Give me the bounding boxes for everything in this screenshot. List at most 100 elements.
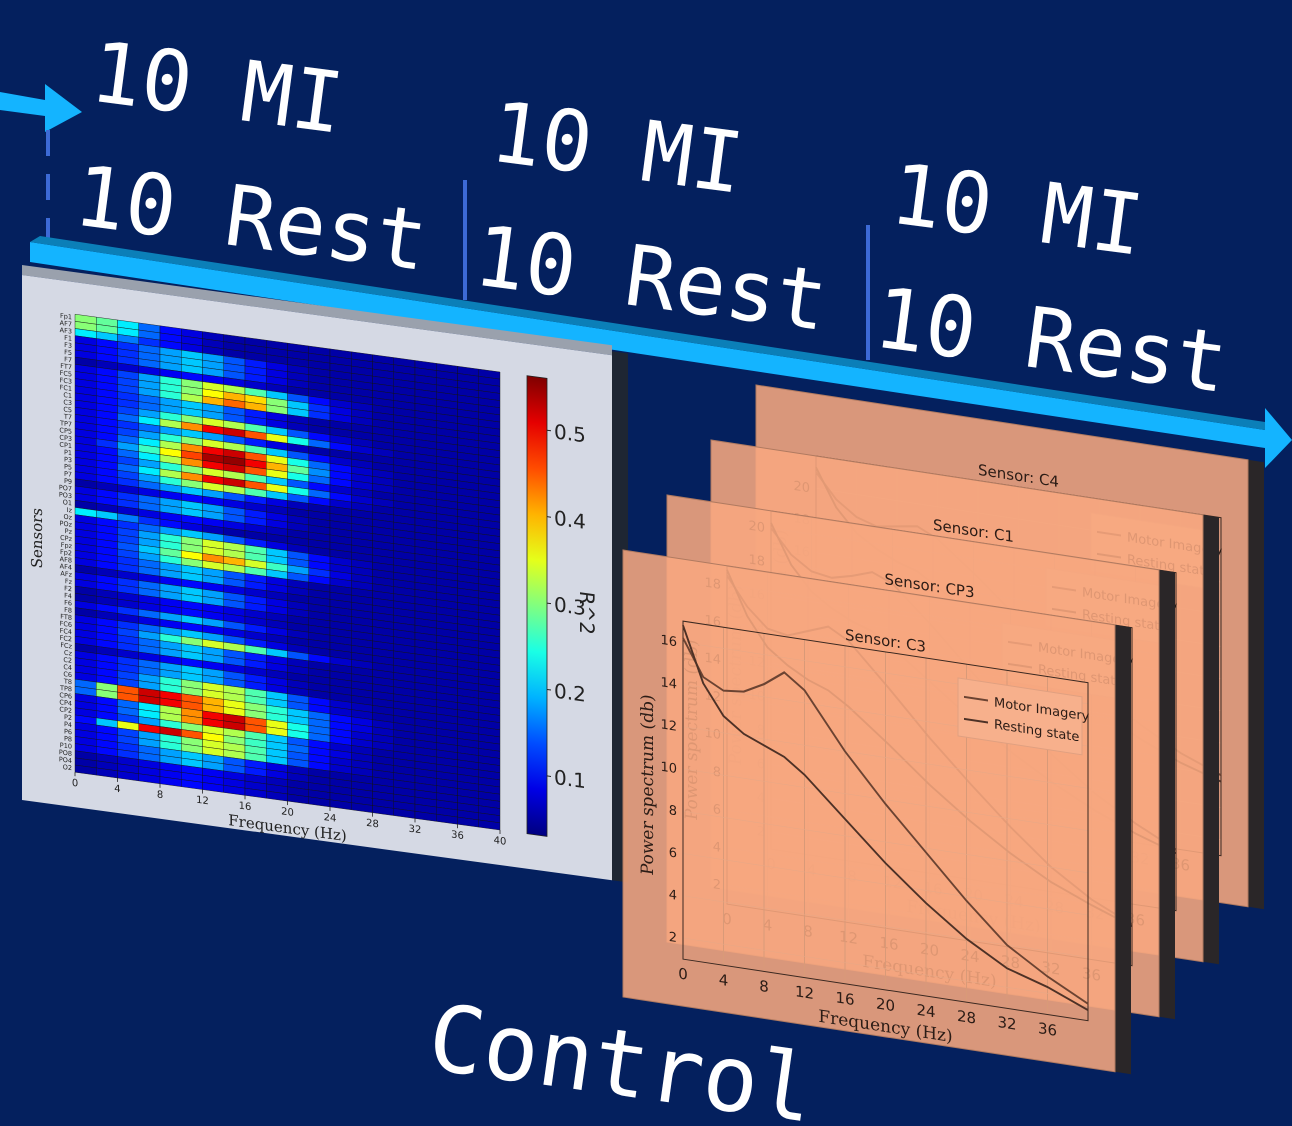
y-tick-label: P2 bbox=[64, 713, 72, 722]
y-tick-label: AFz bbox=[60, 569, 72, 579]
y-tick-label: CP3 bbox=[59, 433, 72, 443]
panel-side bbox=[1115, 624, 1131, 1075]
colorbar-label: R^2 bbox=[575, 590, 599, 637]
y-tick-label: FC5 bbox=[60, 369, 72, 379]
y-tick-label: O2 bbox=[63, 763, 72, 772]
colorbar-tick bbox=[547, 602, 551, 605]
y-tick-label: Cz bbox=[64, 649, 73, 658]
y-tick-label: AF3 bbox=[60, 326, 72, 336]
colorbar-tick-label: 0.3 bbox=[554, 592, 586, 620]
y-tick-label: PO4 bbox=[59, 755, 72, 765]
y-tick-label: 8 bbox=[669, 803, 677, 819]
y-tick-label: FCz bbox=[60, 641, 72, 651]
panels: Fp1AF7AF3F1F3F5F7FT7FC5FC3FC1C1C3C5T7TP7… bbox=[22, 265, 1264, 1075]
colorbar-tick bbox=[547, 775, 551, 777]
y-tick-label: P5 bbox=[64, 463, 72, 472]
legend-swatch bbox=[964, 717, 988, 724]
y-tick-label: FT8 bbox=[60, 612, 72, 622]
series-line bbox=[682, 637, 1089, 1005]
y-tick-label: O1 bbox=[63, 498, 72, 507]
y-tick-label: P9 bbox=[64, 477, 72, 486]
y-tick-label: AF4 bbox=[60, 562, 72, 572]
y-tick-label: P4 bbox=[64, 720, 72, 729]
y-tick-label: C5 bbox=[63, 405, 72, 414]
y-tick-label: 14 bbox=[660, 675, 677, 692]
y-tick-label: P7 bbox=[64, 470, 72, 479]
x-tick-label: 24 bbox=[916, 1001, 935, 1022]
y-tick-label: CP5 bbox=[59, 426, 72, 436]
x-tick-label: 20 bbox=[876, 995, 895, 1016]
colorbar-tick-label: 0.5 bbox=[554, 419, 586, 447]
y-tick-label: F5 bbox=[64, 348, 72, 357]
y-tick-label: Pz bbox=[65, 527, 73, 536]
y-tick-label: P10 bbox=[60, 741, 72, 751]
x-tick-label: 4 bbox=[114, 784, 120, 796]
y-tick-label: PO7 bbox=[59, 483, 72, 493]
heatmap-panel: Fp1AF7AF3F1F3F5F7FT7FC5FC3FC1C1C3C5T7TP7… bbox=[22, 265, 628, 883]
y-tick-label: T7 bbox=[63, 412, 72, 421]
y-tick-label: CP4 bbox=[59, 698, 72, 708]
y-tick-label: F6 bbox=[64, 599, 72, 608]
y-tick-label: F8 bbox=[64, 606, 72, 615]
y-tick-label: FC6 bbox=[60, 619, 72, 629]
panel-side bbox=[1159, 569, 1175, 1020]
y-tick-label: F2 bbox=[64, 584, 72, 593]
y-axis-label: Sensors bbox=[28, 507, 46, 570]
legend-box bbox=[957, 677, 1083, 756]
y-tick-label: C3 bbox=[63, 398, 72, 407]
x-tick-label: 20 bbox=[281, 806, 294, 819]
y-tick-label: P1 bbox=[64, 448, 72, 457]
legend-swatch bbox=[964, 695, 988, 702]
colorbar-tick bbox=[547, 688, 551, 691]
y-tick-label: P6 bbox=[64, 727, 72, 736]
y-tick-label: Fp1 bbox=[60, 312, 72, 322]
x-tick-label: 8 bbox=[157, 789, 163, 801]
x-tick-label: 24 bbox=[324, 812, 337, 825]
y-tick-label: FC3 bbox=[60, 376, 72, 386]
x-tick-label: 8 bbox=[759, 977, 769, 996]
x-tick-label: 28 bbox=[957, 1007, 976, 1028]
y-tick-label: 6 bbox=[669, 845, 677, 861]
y-tick-label: Iz bbox=[67, 506, 73, 515]
panel-side bbox=[1203, 514, 1219, 965]
y-tick-label: 4 bbox=[669, 888, 677, 904]
y-tick-label: 12 bbox=[660, 717, 677, 734]
x-tick-label: 32 bbox=[409, 824, 422, 837]
colorbar-tick-label: 0.4 bbox=[554, 506, 586, 534]
y-tick-label: T8 bbox=[63, 677, 72, 686]
y-tick-label: FC2 bbox=[60, 634, 72, 644]
y-tick-label: FC4 bbox=[60, 627, 72, 637]
grid-line bbox=[683, 895, 1088, 958]
y-tick-label: Oz bbox=[63, 513, 72, 522]
colorbar-tick-label: 0.2 bbox=[554, 679, 586, 707]
panel-top bbox=[22, 265, 612, 356]
x-tick-label: 40 bbox=[494, 835, 507, 848]
y-tick-label: C6 bbox=[63, 670, 72, 679]
y-tick-label: F4 bbox=[64, 591, 72, 600]
y-tick-label: P8 bbox=[64, 735, 72, 744]
y-tick-label: PO3 bbox=[59, 491, 72, 501]
x-tick-label: 0 bbox=[678, 964, 688, 983]
y-tick-label: F7 bbox=[64, 355, 72, 364]
y-tick-label: AF7 bbox=[60, 319, 72, 329]
y-tick-label: CP6 bbox=[59, 691, 72, 701]
x-tick-label: 28 bbox=[366, 818, 379, 831]
x-tick-label: 0 bbox=[72, 778, 78, 790]
colorbar-tick-label: 0.1 bbox=[554, 765, 586, 793]
y-tick-label: TP8 bbox=[59, 684, 72, 694]
y-tick-label: Fp2 bbox=[60, 548, 72, 558]
y-tick-label: Fz bbox=[65, 577, 73, 586]
colorbar-tick bbox=[547, 516, 551, 518]
grid-line bbox=[683, 853, 1088, 916]
y-tick-label: FT7 bbox=[60, 362, 72, 372]
y-tick-label: CP1 bbox=[59, 441, 72, 451]
x-tick-label: 12 bbox=[196, 795, 209, 808]
y-tick-label: TP7 bbox=[59, 419, 72, 429]
panel-side bbox=[1248, 459, 1264, 910]
y-tick-label: F3 bbox=[64, 341, 72, 350]
x-tick-label: 36 bbox=[451, 829, 464, 842]
y-tick-label: POz bbox=[60, 519, 73, 529]
